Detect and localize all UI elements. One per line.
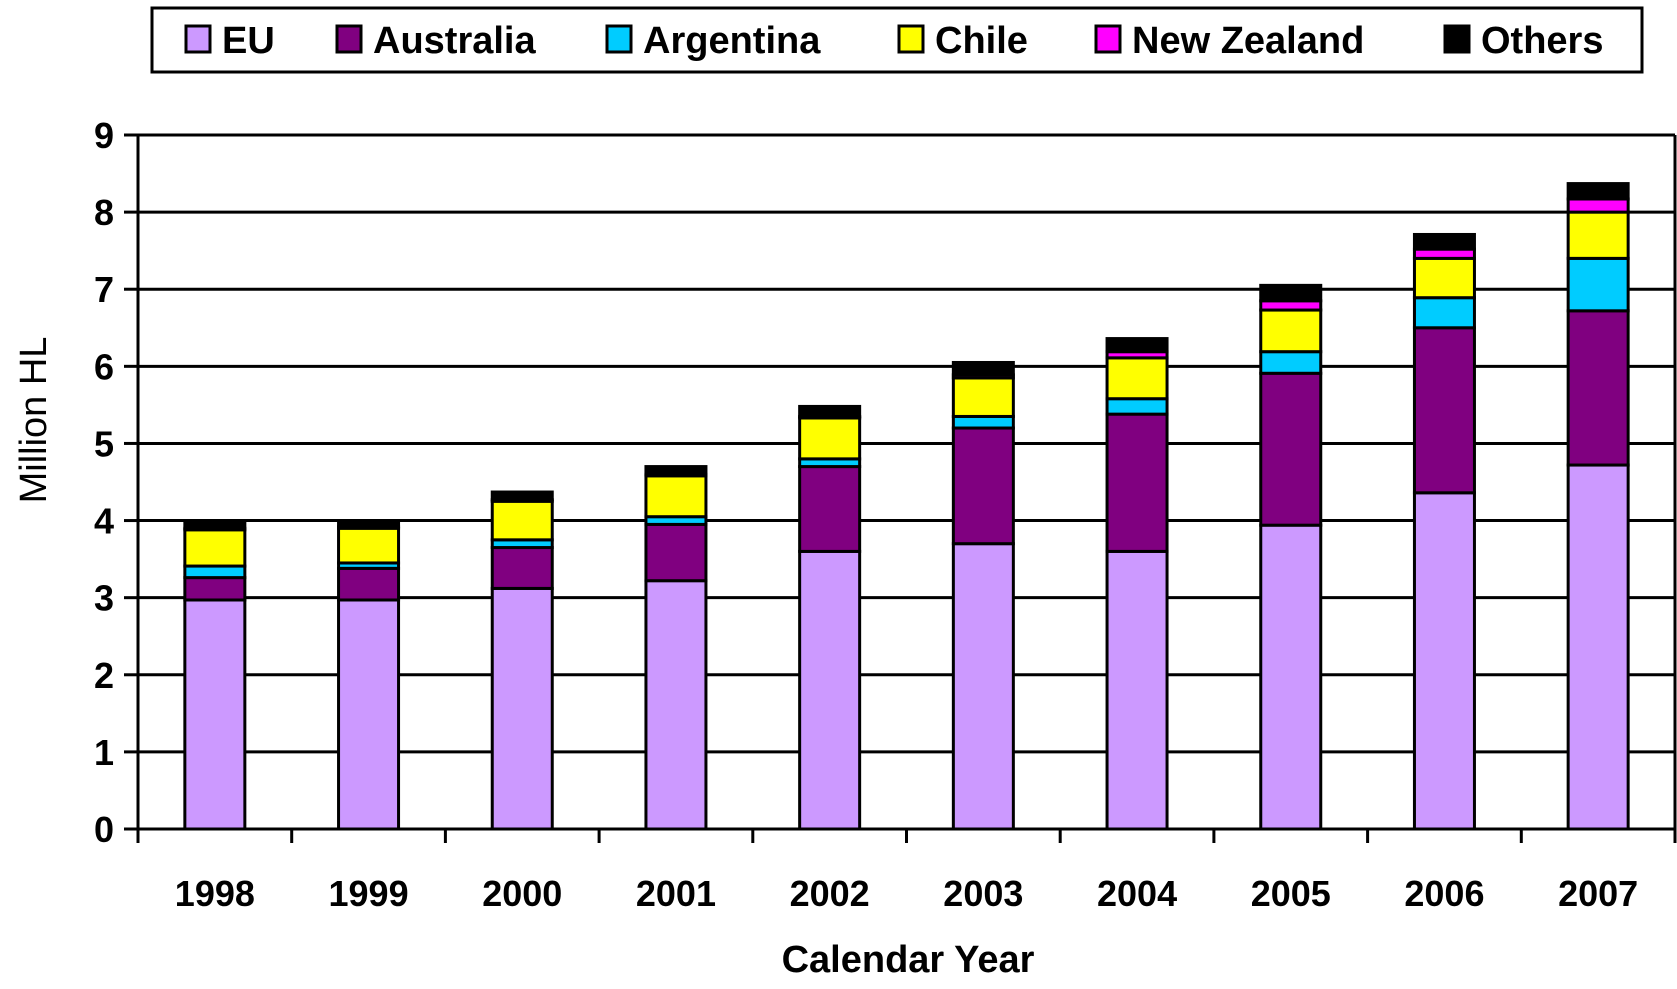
bar-1998-eu: [183, 598, 247, 831]
bar-2003-chile: [951, 376, 1015, 418]
bar-2001-eu: [644, 579, 708, 831]
bar-2006-others: [1412, 232, 1476, 251]
bar-2007-others: [1566, 182, 1630, 201]
legend-label-australia: Australia: [373, 20, 536, 62]
bar-2003-others: [951, 360, 1015, 377]
bar-2002-chile: [798, 416, 862, 461]
y-tick-label-0: 0: [94, 809, 114, 850]
bar-2000-chile: [490, 499, 554, 542]
x-tick-label-2000: 2000: [482, 873, 562, 914]
bar-2003-eu: [951, 542, 1015, 831]
bar-2007-australia: [1566, 309, 1630, 467]
x-tick-label-2003: 2003: [943, 873, 1023, 914]
legend-swatch-chile: [897, 24, 925, 54]
legend-label-eu: EU: [222, 20, 275, 62]
y-axis-title: Million HL: [13, 337, 55, 504]
x-axis-title: Calendar Year: [782, 939, 1035, 981]
bar-1998-australia: [183, 576, 247, 602]
y-tick-label-7: 7: [94, 269, 114, 310]
legend-swatch-argentina: [605, 24, 633, 54]
bar-2003-australia: [951, 426, 1015, 546]
bar-2003-argentina: [951, 414, 1015, 430]
x-tick-label-2007: 2007: [1558, 873, 1638, 914]
legend-swatch-new-zealand: [1094, 24, 1122, 54]
bar-2001-chile: [644, 474, 708, 519]
axes: [124, 133, 1677, 843]
bar-2007-new-zealand: [1566, 197, 1630, 214]
x-tick-label-2002: 2002: [790, 873, 870, 914]
bar-2001-others: [644, 465, 708, 476]
legend-swatch-eu: [184, 24, 212, 54]
x-tick-label-2001: 2001: [636, 873, 716, 914]
bar-1999-eu: [337, 598, 401, 831]
bar-2005-others: [1259, 283, 1323, 303]
bar-1998-chile: [183, 528, 247, 568]
bar-2000-others: [490, 490, 554, 502]
bar-2000-eu: [490, 586, 554, 831]
bar-1999-chile: [337, 526, 401, 565]
bar-2007-argentina: [1566, 256, 1630, 313]
x-tick-label-1999: 1999: [329, 873, 409, 914]
legend-label-argentina: Argentina: [643, 20, 821, 62]
bar-1999-australia: [337, 566, 401, 602]
bar-2004-eu: [1105, 549, 1169, 831]
bar-2007-chile: [1566, 210, 1630, 260]
bar-2006-eu: [1412, 491, 1476, 831]
bar-2004-australia: [1105, 412, 1169, 553]
bar-2007-eu: [1566, 463, 1630, 831]
y-tick-labels: 0 1 2 3 4 5 6 7 8 9: [94, 115, 114, 850]
bar-2002-others: [798, 404, 862, 418]
y-tick-label-8: 8: [94, 192, 114, 233]
legend-label-others: Others: [1481, 20, 1603, 62]
bar-1998-others: [183, 521, 247, 530]
bar-1999-others: [337, 520, 401, 529]
legend-label-chile: Chile: [935, 20, 1028, 62]
legend-swatch-others: [1443, 24, 1471, 54]
y-tick-label-2: 2: [94, 655, 114, 696]
x-tick-label-1998: 1998: [175, 873, 255, 914]
x-tick-labels: 1998 1999 2000 2001 2002 2003 2004 2005 2006 2007: [175, 873, 1638, 914]
legend-box: [150, 6, 1644, 74]
bar-2006-australia: [1412, 326, 1476, 495]
bar-2002-eu: [798, 549, 862, 831]
y-tick-label-9: 9: [94, 115, 114, 156]
bar-2000-australia: [490, 546, 554, 590]
bar-2005-australia: [1259, 371, 1323, 527]
legend: EU Australia Argentina Chile New Zealand Othe…: [184, 20, 1603, 62]
bars: [183, 182, 1630, 831]
legend-swatch-australia: [335, 24, 363, 54]
bar-2005-chile: [1259, 308, 1323, 354]
legend-label-new-zealand: New Zealand: [1132, 20, 1364, 62]
y-tick-label-1: 1: [94, 732, 114, 773]
y-tick-label-3: 3: [94, 578, 114, 619]
x-tick-label-2006: 2006: [1404, 873, 1484, 914]
x-tick-label-2005: 2005: [1251, 873, 1331, 914]
bar-2004-others: [1105, 337, 1169, 354]
y-tick-label-5: 5: [94, 423, 114, 464]
x-tick-label-2004: 2004: [1097, 873, 1177, 914]
bar-2005-argentina: [1259, 350, 1323, 375]
bar-2005-eu: [1259, 523, 1323, 831]
bar-2004-argentina: [1105, 397, 1169, 416]
bar-1998-argentina: [183, 564, 247, 580]
y-tick-label-4: 4: [94, 501, 114, 542]
bar-2006-argentina: [1412, 296, 1476, 330]
bar-2002-australia: [798, 465, 862, 553]
bar-2004-chile: [1105, 356, 1169, 401]
bar-2006-chile: [1412, 256, 1476, 300]
bar-2001-australia: [644, 522, 708, 583]
y-tick-label-6: 6: [94, 346, 114, 387]
